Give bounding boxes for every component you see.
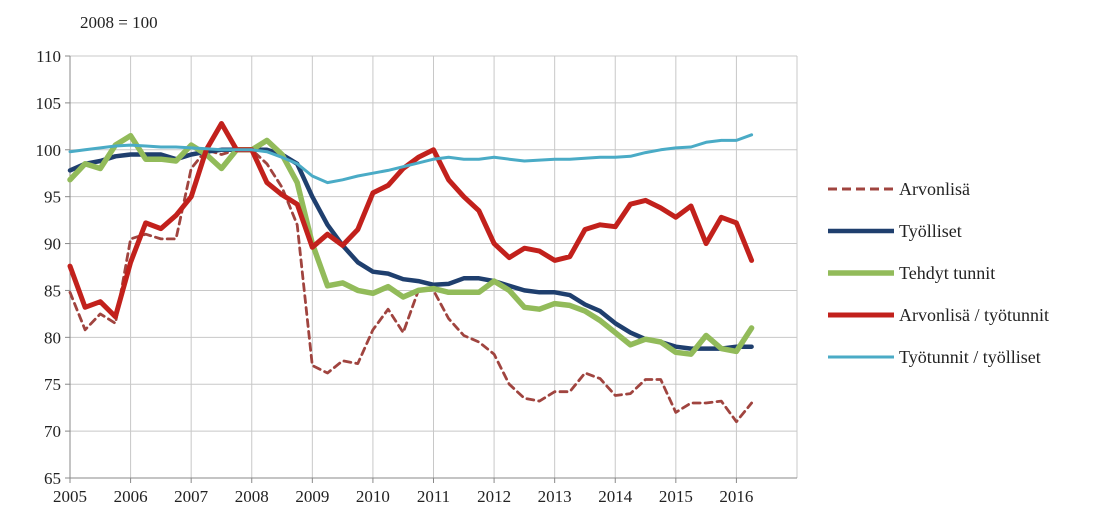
- unit-note: 2008 = 100: [80, 13, 158, 32]
- y-tick-label: 95: [44, 188, 61, 207]
- y-tick-labels: 65 70 75 80 85 90 95 100 105 110: [36, 47, 62, 488]
- x-tick-label: 2011: [417, 487, 450, 506]
- x-tick-label: 2010: [356, 487, 390, 506]
- y-tick-label: 70: [44, 422, 61, 441]
- y-tick-label: 65: [44, 469, 61, 488]
- x-tick-labels: 2005 2006 2007 2008 2009 2010 2011 2012 2013 2014…: [53, 487, 753, 506]
- series-line-0: [68, 148, 753, 424]
- y-tick-label: 75: [44, 375, 61, 394]
- y-tick-label: 110: [36, 47, 61, 66]
- x-tick-label: 2009: [295, 487, 329, 506]
- series-line-1: [67, 147, 754, 351]
- x-tick-label: 2008: [235, 487, 269, 506]
- legend: Arvonlisä Työlliset Tehdyt tunnit Arvonlisä…: [828, 179, 1049, 367]
- series-line-3: [67, 121, 755, 320]
- x-tick-label: 2006: [114, 487, 148, 506]
- series-line-4: [68, 133, 754, 185]
- series-line-2: [67, 132, 755, 357]
- x-tick-label: 2015: [659, 487, 693, 506]
- x-tick-label: 2012: [477, 487, 511, 506]
- x-tick-label: 2014: [598, 487, 633, 506]
- legend-label-0: Arvonlisä: [899, 179, 970, 199]
- axes: [65, 55, 797, 483]
- y-tick-label: 100: [36, 141, 62, 160]
- x-tick-label: 2007: [174, 487, 209, 506]
- legend-label-4: Työtunnit / työlliset: [899, 347, 1041, 367]
- x-tick-label: 2013: [538, 487, 572, 506]
- grid-lines: [69, 55, 798, 479]
- x-tick-label: 2016: [719, 487, 753, 506]
- x-tick-label: 2005: [53, 487, 87, 506]
- y-tick-label: 105: [36, 94, 62, 113]
- legend-label-2: Tehdyt tunnit: [899, 263, 995, 283]
- series-lines: [67, 121, 755, 424]
- legend-label-3: Arvonlisä / työtunnit: [899, 305, 1049, 325]
- y-tick-label: 90: [44, 235, 61, 254]
- y-tick-label: 85: [44, 281, 61, 300]
- y-tick-label: 80: [44, 328, 61, 347]
- legend-label-1: Työlliset: [899, 221, 962, 241]
